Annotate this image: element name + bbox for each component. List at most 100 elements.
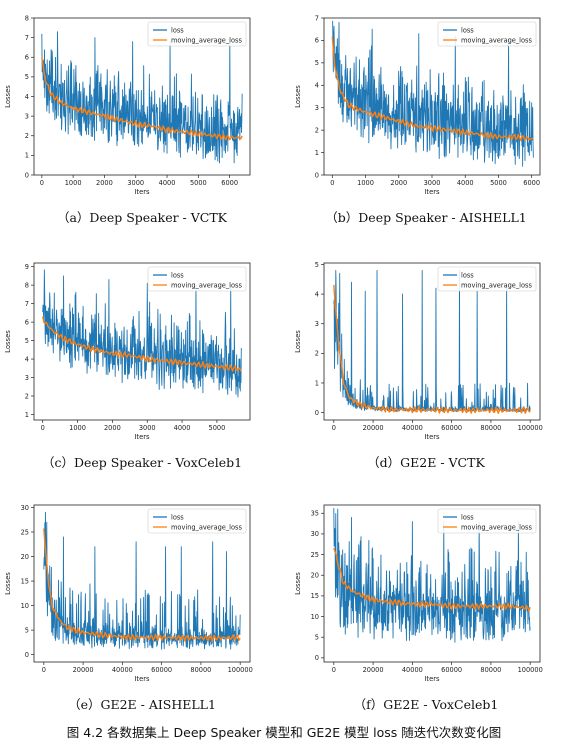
legend-entry-label: moving_average_loss — [461, 523, 532, 531]
legend-entry-label: loss — [171, 513, 184, 521]
chart-panel-f: 0 20000 40000 60000 80000 100000 0 5 10 15 20 25 30 3… — [290, 497, 550, 687]
series-loss-line — [333, 508, 531, 643]
x-tick-label: 5000 — [190, 179, 207, 187]
legend-entry-label: loss — [171, 26, 184, 34]
x-tick-label: 4000 — [174, 424, 191, 432]
chart-e: 0 20000 40000 60000 80000 100000 0 5 10 15 20 25 30 I… — [4, 504, 253, 683]
x-axis-label: Iters — [424, 433, 440, 441]
chart-panel-e: 0 20000 40000 60000 80000 100000 0 5 10 15 20 25 30 I… — [0, 497, 260, 687]
y-tick-label: 0 — [315, 654, 319, 662]
y-tick-label: 4 — [315, 290, 319, 298]
y-axis-label: Losses — [4, 330, 12, 353]
x-tick-label: 0 — [40, 179, 44, 187]
x-tick-label: 40000 — [402, 424, 423, 432]
y-tick-label: 5 — [25, 73, 29, 81]
x-tick-label: 0 — [42, 666, 46, 674]
legend: loss moving_average_loss — [437, 266, 537, 292]
x-axis-label: Iters — [424, 675, 440, 683]
y-tick-label: 5 — [25, 626, 29, 634]
legend: loss moving_average_loss — [147, 266, 247, 292]
y-tick-label: 9 — [25, 263, 29, 271]
legend-box — [437, 266, 537, 292]
y-tick-label: 6 — [25, 54, 29, 62]
legend-box — [147, 266, 247, 292]
series-moving-average-line — [42, 316, 242, 372]
x-tick-label: 60000 — [441, 666, 462, 674]
y-tick-label: 5 — [25, 337, 29, 345]
y-tick-label: 30 — [311, 530, 319, 538]
x-tick-label: 4000 — [159, 179, 176, 187]
y-tick-label: 10 — [21, 602, 29, 610]
x-tick-label: 100000 — [228, 666, 253, 674]
x-tick-label: 20000 — [73, 666, 94, 674]
y-tick-label: 20 — [311, 572, 319, 580]
x-tick-label: 5000 — [490, 179, 507, 187]
y-tick-label: 20 — [21, 553, 29, 561]
y-tick-label: 4 — [25, 355, 29, 363]
y-tick-label: 3 — [25, 112, 29, 120]
y-axis-label: Losses — [294, 330, 302, 353]
y-tick-label: 30 — [21, 504, 29, 512]
y-tick-label: 1 — [25, 152, 29, 160]
y-tick-label: 1 — [25, 411, 29, 419]
y-tick-label: 25 — [21, 528, 29, 536]
legend-box — [437, 21, 537, 47]
y-tick-label: 2 — [315, 350, 319, 358]
series-loss-line — [41, 31, 243, 164]
y-tick-label: 0 — [315, 409, 319, 417]
legend-entry-label: loss — [461, 513, 474, 521]
x-tick-label: 1000 — [69, 424, 86, 432]
x-tick-label: 0 — [332, 424, 336, 432]
chart-c: 0 1000 2000 3000 4000 5000 1 2 3 4 5 6 7 8 9 Iters Losse… — [4, 262, 251, 441]
y-tick-label: 1 — [315, 379, 319, 387]
y-tick-label: 4 — [315, 82, 319, 90]
y-tick-label: 3 — [25, 374, 29, 382]
y-tick-label: 5 — [315, 59, 319, 67]
y-tick-label: 0 — [25, 171, 29, 179]
x-tick-label: 3000 — [127, 179, 144, 187]
legend-entry-label: loss — [461, 26, 474, 34]
x-axis-label: Iters — [424, 188, 440, 196]
legend-entry-label: moving_average_loss — [171, 281, 242, 289]
caption-d: （d）GE2E - VCTK — [367, 455, 485, 470]
x-tick-label: 1000 — [357, 179, 374, 187]
legend-entry-label: moving_average_loss — [171, 36, 242, 44]
chart-d: 0 20000 40000 60000 80000 100000 0 1 2 3 4 5 Iters Lo… — [294, 261, 543, 441]
legend-entry-label: moving_average_loss — [461, 281, 532, 289]
legend: loss moving_average_loss — [147, 21, 247, 47]
x-tick-label: 0 — [330, 179, 334, 187]
series-moving-average-line — [331, 36, 534, 142]
chart-panel-b: 0 1000 2000 3000 4000 5000 6000 0 1 2 3 4 5 6 7 Iters Lo… — [290, 10, 550, 200]
y-axis-label: Losses — [4, 85, 12, 108]
legend-entry-label: moving_average_loss — [171, 523, 242, 531]
x-tick-label: 100000 — [518, 666, 543, 674]
x-tick-label: 3000 — [139, 424, 156, 432]
y-tick-label: 3 — [315, 104, 319, 112]
x-tick-label: 20000 — [363, 424, 384, 432]
x-tick-label: 0 — [332, 666, 336, 674]
caption-c: （c）Deep Speaker - VoxCeleb1 — [41, 455, 243, 470]
series-moving-average-line — [333, 547, 531, 612]
chart-panel-c: 0 1000 2000 3000 4000 5000 1 2 3 4 5 6 7 8 9 Iters Losse… — [0, 255, 260, 445]
y-tick-label: 35 — [311, 510, 319, 518]
x-tick-label: 5000 — [209, 424, 226, 432]
y-tick-label: 6 — [25, 318, 29, 326]
plot-frame — [323, 262, 541, 421]
x-axis-label: Iters — [134, 188, 150, 196]
chart-f: 0 20000 40000 60000 80000 100000 0 5 10 15 20 25 30 3… — [294, 504, 543, 683]
y-tick-label: 4 — [25, 93, 29, 101]
y-tick-label: 2 — [315, 126, 319, 134]
x-tick-label: 40000 — [112, 666, 133, 674]
series-moving-average-line — [333, 284, 531, 414]
y-axis-label: Losses — [294, 572, 302, 595]
x-tick-label: 80000 — [480, 424, 501, 432]
x-tick-label: 40000 — [402, 666, 423, 674]
y-tick-label: 7 — [315, 14, 319, 22]
x-tick-label: 4000 — [457, 179, 474, 187]
legend: loss moving_average_loss — [147, 508, 247, 534]
y-tick-label: 10 — [311, 613, 319, 621]
caption-e: （e）GE2E - AISHELL1 — [68, 697, 216, 712]
y-tick-label: 3 — [315, 320, 319, 328]
x-tick-label: 80000 — [480, 666, 501, 674]
y-tick-label: 2 — [25, 132, 29, 140]
